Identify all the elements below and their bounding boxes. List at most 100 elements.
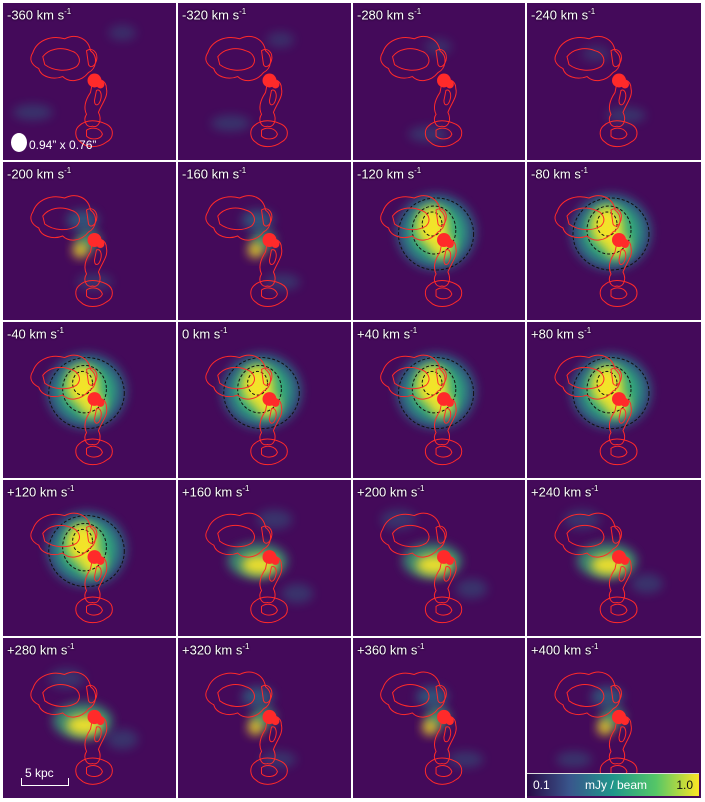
velocity-label: +160 km s-1 xyxy=(182,484,249,499)
velocity-unit-exponent: -1 xyxy=(410,326,418,335)
velocity-unit-exponent: -1 xyxy=(417,642,425,651)
intensity-map xyxy=(527,638,701,798)
channel-panel: +400 km s-1 0.1 mJy / beam 1.0 xyxy=(527,638,701,798)
velocity-unit-exponent: -1 xyxy=(580,166,588,175)
velocity-text: +40 km s xyxy=(357,326,411,342)
channel-panel: 0 km s-1 xyxy=(178,322,351,478)
channel-panel: +280 km s-1 5 kpc xyxy=(3,638,176,798)
velocity-label: -160 km s-1 xyxy=(182,166,246,181)
velocity-label: +80 km s-1 xyxy=(531,326,591,341)
intensity-map xyxy=(3,322,176,478)
velocity-unit-exponent: -1 xyxy=(56,326,64,335)
channel-panel: -40 km s-1 xyxy=(3,322,176,478)
channel-panel: +40 km s-1 xyxy=(353,322,525,478)
velocity-label: +240 km s-1 xyxy=(531,484,598,499)
velocity-unit-exponent: -1 xyxy=(239,166,247,175)
channel-panel: +80 km s-1 xyxy=(527,322,701,478)
velocity-label: -120 km s-1 xyxy=(357,166,421,181)
velocity-label: +40 km s-1 xyxy=(357,326,417,341)
channel-panel: -320 km s-1 xyxy=(178,3,351,160)
velocity-text: +360 km s xyxy=(357,642,418,658)
channel-panel: -160 km s-1 xyxy=(178,162,351,320)
channel-panel: -120 km s-1 xyxy=(353,162,525,320)
channel-panel: -280 km s-1 xyxy=(353,3,525,160)
velocity-label: -360 km s-1 xyxy=(7,7,71,22)
velocity-unit-exponent: -1 xyxy=(591,484,599,493)
intensity-map xyxy=(353,3,525,160)
velocity-unit-exponent: -1 xyxy=(414,166,422,175)
velocity-text: +400 km s xyxy=(531,642,592,658)
velocity-unit-exponent: -1 xyxy=(414,7,422,16)
velocity-label: +200 km s-1 xyxy=(357,484,424,499)
velocity-text: -80 km s xyxy=(531,166,581,182)
intensity-map xyxy=(178,322,351,478)
velocity-label: -40 km s-1 xyxy=(7,326,64,341)
beam-size-label: 0.94” x 0.76” xyxy=(29,138,97,152)
channel-panel: -240 km s-1 xyxy=(527,3,701,160)
beam-ellipse xyxy=(11,133,27,152)
channel-panel: +240 km s-1 xyxy=(527,480,701,636)
velocity-unit-exponent: -1 xyxy=(242,642,250,651)
velocity-label: +120 km s-1 xyxy=(7,484,74,499)
intensity-map xyxy=(3,3,176,160)
velocity-text: -280 km s xyxy=(357,7,415,23)
intensity-map xyxy=(178,638,351,798)
velocity-label: 0 km s-1 xyxy=(182,326,227,341)
velocity-label: +360 km s-1 xyxy=(357,642,424,657)
velocity-text: +200 km s xyxy=(357,484,418,500)
velocity-unit-exponent: -1 xyxy=(220,326,228,335)
velocity-text: +320 km s xyxy=(182,642,243,658)
intensity-map xyxy=(178,162,351,320)
intensity-map xyxy=(527,162,701,320)
velocity-text: -360 km s xyxy=(7,7,65,23)
scale-bar xyxy=(21,778,69,786)
velocity-text: -320 km s xyxy=(182,7,240,23)
channel-panel: +200 km s-1 xyxy=(353,480,525,636)
intensity-map xyxy=(3,162,176,320)
intensity-map xyxy=(178,3,351,160)
channel-panel: -360 km s-1 0.94” x 0.76” xyxy=(3,3,176,160)
velocity-text: +160 km s xyxy=(182,484,243,500)
intensity-map xyxy=(353,480,525,636)
velocity-text: +120 km s xyxy=(7,484,68,500)
colorbar-unit-label: mJy / beam xyxy=(585,778,648,792)
intensity-map xyxy=(353,638,525,798)
channel-panel: +320 km s-1 xyxy=(178,638,351,798)
velocity-text: -160 km s xyxy=(182,166,240,182)
channel-panel: -200 km s-1 xyxy=(3,162,176,320)
velocity-text: 0 km s xyxy=(182,326,221,342)
intensity-map xyxy=(3,480,176,636)
velocity-unit-exponent: -1 xyxy=(588,7,596,16)
velocity-unit-exponent: -1 xyxy=(584,326,592,335)
velocity-label: -280 km s-1 xyxy=(357,7,421,22)
velocity-text: -200 km s xyxy=(7,166,65,182)
velocity-text: -240 km s xyxy=(531,7,589,23)
channel-panel: +120 km s-1 xyxy=(3,480,176,636)
channel-panel: -80 km s-1 xyxy=(527,162,701,320)
velocity-unit-exponent: -1 xyxy=(417,484,425,493)
velocity-unit-exponent: -1 xyxy=(242,484,250,493)
velocity-unit-exponent: -1 xyxy=(67,484,75,493)
channel-panel: +360 km s-1 xyxy=(353,638,525,798)
intensity-map xyxy=(353,322,525,478)
velocity-unit-exponent: -1 xyxy=(239,7,247,16)
scale-bar-label: 5 kpc xyxy=(25,766,54,780)
intensity-map xyxy=(527,322,701,478)
channel-panel: +160 km s-1 xyxy=(178,480,351,636)
velocity-text: -120 km s xyxy=(357,166,415,182)
velocity-unit-exponent: -1 xyxy=(64,7,72,16)
velocity-text: +280 km s xyxy=(7,642,68,658)
velocity-label: -200 km s-1 xyxy=(7,166,71,181)
velocity-unit-exponent: -1 xyxy=(64,166,72,175)
colorbar-max-label: 1.0 xyxy=(676,778,693,792)
velocity-label: +400 km s-1 xyxy=(531,642,598,657)
velocity-text: -40 km s xyxy=(7,326,57,342)
velocity-unit-exponent: -1 xyxy=(591,642,599,651)
colorbar-min-label: 0.1 xyxy=(533,778,550,792)
velocity-label: +280 km s-1 xyxy=(7,642,74,657)
intensity-map xyxy=(353,162,525,320)
colorbar: 0.1 mJy / beam 1.0 xyxy=(527,773,699,796)
velocity-label: -320 km s-1 xyxy=(182,7,246,22)
intensity-map xyxy=(527,480,701,636)
velocity-text: +240 km s xyxy=(531,484,592,500)
